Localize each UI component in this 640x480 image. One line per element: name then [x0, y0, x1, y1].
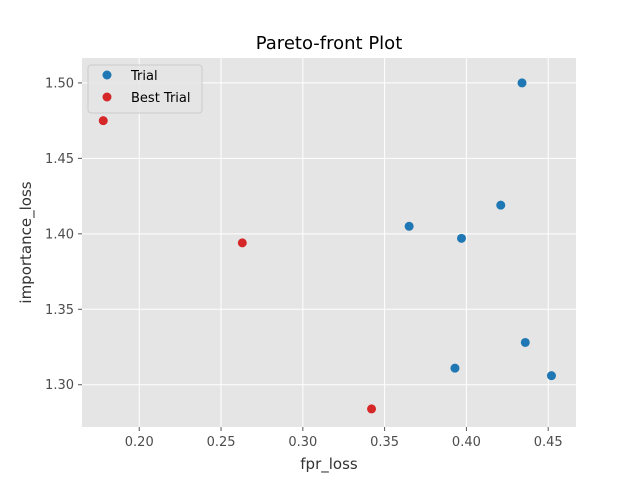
y-tick-label: 1.50: [45, 76, 74, 91]
x-tick-label: 0.40: [452, 435, 481, 450]
trial-point: [546, 371, 556, 381]
best-trial-point: [98, 116, 108, 126]
legend-label-trial: Trial: [130, 69, 158, 84]
chart-title: Pareto-front Plot: [256, 33, 403, 54]
plot-area: [82, 58, 576, 427]
trial-point: [404, 221, 414, 231]
legend-label-best-trial: Best Trial: [131, 91, 190, 106]
y-tick-label: 1.45: [45, 152, 74, 167]
y-axis-ticks: 1.30 1.35 1.40 1.45 1.50: [45, 76, 82, 393]
x-tick-label: 0.45: [534, 435, 563, 450]
x-tick-label: 0.25: [207, 435, 236, 450]
x-tick-label: 0.30: [288, 435, 317, 450]
best-trial-point: [237, 238, 247, 248]
legend-box: [87, 64, 203, 114]
legend: Trial Best Trial: [87, 64, 203, 114]
trial-point: [496, 200, 506, 210]
trial-point: [517, 78, 527, 88]
y-tick-label: 1.40: [45, 227, 74, 242]
data-points: [98, 78, 556, 414]
x-tick-label: 0.20: [125, 435, 154, 450]
y-tick-label: 1.35: [45, 303, 74, 318]
trial-point: [456, 233, 466, 243]
best-trial-point: [367, 404, 377, 414]
y-axis-label: importance_loss: [17, 181, 36, 303]
trial-point: [450, 363, 460, 373]
x-tick-label: 0.35: [370, 435, 399, 450]
legend-marker-trial: [102, 70, 112, 80]
y-tick-label: 1.30: [45, 378, 74, 393]
legend-marker-best-trial: [102, 92, 112, 102]
grid-lines: [82, 58, 576, 427]
trial-point: [520, 337, 530, 347]
x-axis-ticks: 0.20 0.25 0.30 0.35 0.40 0.45: [125, 427, 563, 450]
x-axis-label: fpr_loss: [300, 455, 358, 474]
